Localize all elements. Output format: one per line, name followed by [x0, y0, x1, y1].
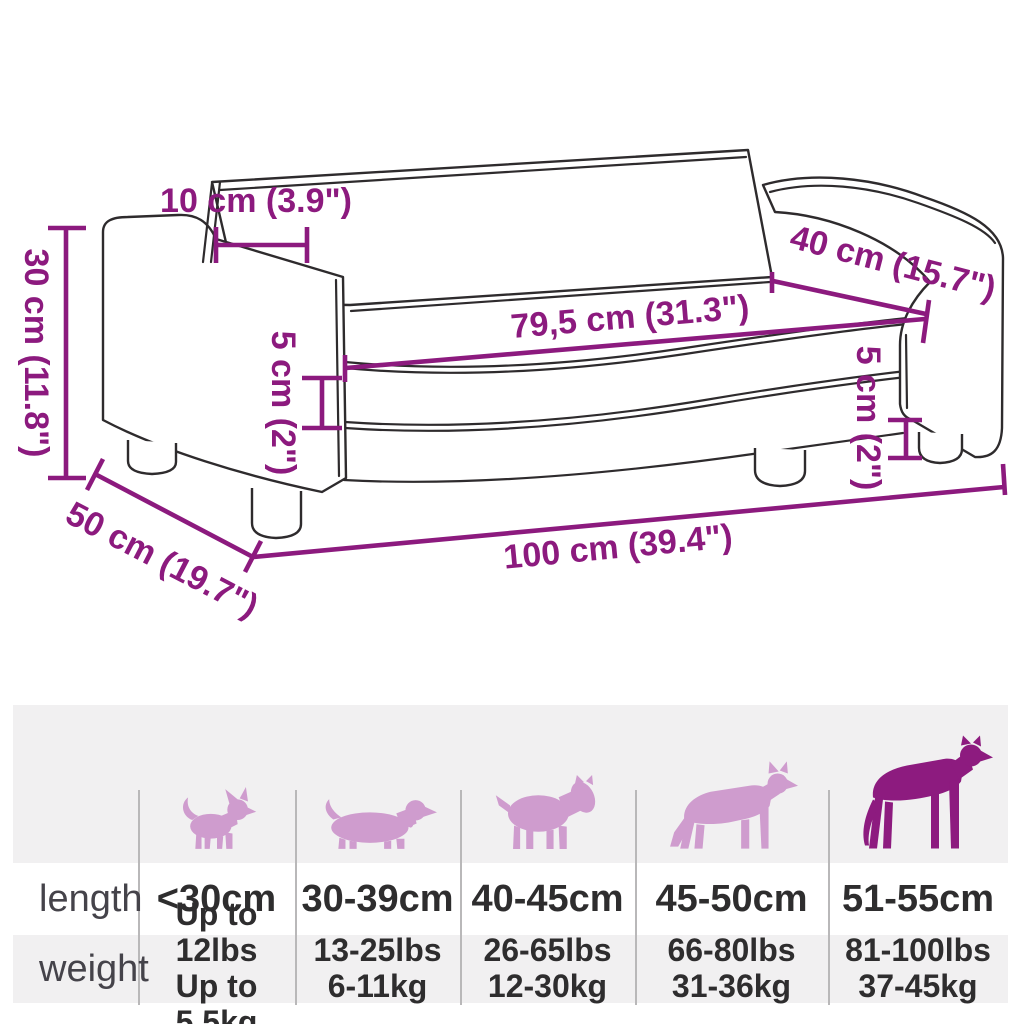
- dog-icon-cell: [460, 705, 635, 851]
- length-row-label: length: [39, 878, 143, 920]
- dog-icon-cell: [295, 705, 460, 851]
- dimension-lines: [48, 225, 1008, 574]
- dimension-backrest-inset-line: [213, 227, 310, 263]
- dimension-cushion-right-line: [888, 417, 922, 461]
- dimension-armrest-depth-line: [769, 272, 932, 344]
- length-cell-german-shepherd: 45-50cm: [655, 878, 808, 920]
- dimension-depth-label: 50 cm (19.7"): [60, 494, 265, 625]
- dog-icon-cell: [828, 705, 1008, 851]
- bull-terrier-icon: [495, 775, 595, 849]
- column-divider: [828, 790, 830, 1005]
- dimension-cushion-left-line: [302, 375, 342, 431]
- dimension-seat-length-line: [342, 316, 926, 382]
- dog-icon-cell: [138, 705, 295, 851]
- weight-kg: 12-30kg: [487, 968, 608, 1004]
- weight-row-label: weight: [39, 948, 149, 990]
- weight-lbs: 81-100lbs: [845, 932, 991, 969]
- weight-kg: 37-45kg: [858, 968, 978, 1004]
- chihuahua-icon: [182, 787, 256, 849]
- weight-lbs: 26-65lbs: [483, 932, 612, 969]
- dimension-length-label: 100 cm (39.4"): [502, 517, 734, 576]
- weight-kg: 31-36kg: [671, 968, 792, 1004]
- dimension-height-label: 30 cm (11.8"): [17, 249, 55, 458]
- dog-icon-cell: [635, 705, 828, 851]
- dimension-cushion-left-label: 5 cm (2"): [264, 331, 302, 476]
- length-cell-bull-terrier: 40-45cm: [471, 878, 624, 920]
- dog-size-table: length weight: [13, 705, 1008, 1024]
- dimension-backrest-inset-label: 10 cm (3.9"): [160, 182, 352, 220]
- great-dane-icon: [863, 735, 993, 849]
- weight-lbs: 13-25lbs: [313, 932, 442, 969]
- weight-kg: 6-11kg: [327, 968, 428, 1004]
- dachshund-icon: [325, 799, 437, 849]
- dimension-height-line: [48, 225, 86, 481]
- dimension-length-line: [252, 463, 1008, 560]
- weight-cell-german-shepherd: 66-80lbs 31-36kg: [635, 932, 828, 1004]
- column-divider: [295, 790, 297, 1005]
- length-cell-dachshund: 30-39cm: [301, 878, 454, 920]
- sofa-legs: [126, 432, 964, 540]
- weight-lbs: Up to 12lbs: [175, 896, 258, 969]
- length-row-background: [13, 863, 1008, 935]
- weight-kg: Up to 5.5kg: [175, 968, 258, 1024]
- length-cell-chihuahua: <30cm: [156, 878, 277, 920]
- weight-cell-great-dane: 81-100lbs 37-45kg: [828, 932, 1008, 1004]
- dimension-cushion-right-label: 5 cm (2"): [849, 346, 887, 491]
- weight-cell-dachshund: 13-25lbs 6-11kg: [295, 932, 460, 1004]
- weight-cell-chihuahua: Up to 12lbs Up to 5.5kg: [138, 897, 295, 1024]
- column-divider: [635, 790, 637, 1005]
- column-divider: [138, 790, 140, 1005]
- sofa-line-drawing: [101, 148, 1005, 540]
- german-shepherd-icon: [669, 761, 798, 849]
- weight-cell-bull-terrier: 26-65lbs 12-30kg: [460, 932, 635, 1004]
- length-cell-great-dane: 51-55cm: [841, 878, 995, 920]
- weight-lbs: 66-80lbs: [667, 932, 796, 969]
- column-divider: [460, 790, 462, 1005]
